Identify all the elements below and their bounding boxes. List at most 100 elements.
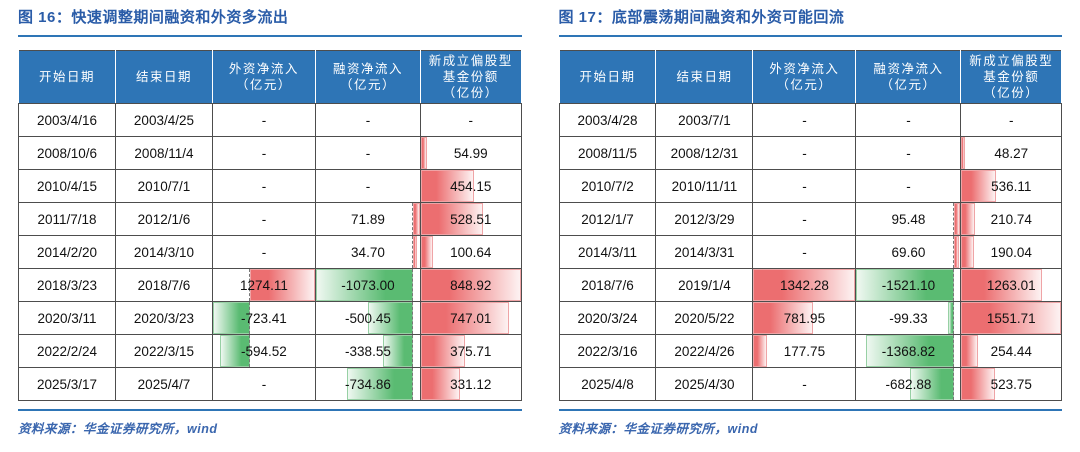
cell-value: 34.70 [351,244,385,260]
start-date-cell: 2008/10/6 [18,136,116,170]
report-figures-row: 图 16：快速调整期间融资和外资多流出 开始日期 结束日期 外资净流入 （亿元）… [18,9,1062,436]
start-date-cell: 2003/4/16 [18,103,116,137]
end-date-cell: 2010/11/11 [655,169,754,203]
value-cell: - [960,103,1062,137]
positive-databar [954,236,959,268]
positive-databar [961,236,974,268]
positive-databar [413,203,420,235]
bottom-rule [558,409,1062,411]
cell-value: 69.60 [891,244,926,260]
table-row: 2008/10/6 2008/11/4 - - 54.99 [18,136,522,170]
cell-value: - [365,112,371,128]
databar-axis-line [953,203,955,235]
cell-value: - [261,112,267,128]
end-date-cell: 2025/4/30 [655,367,754,401]
cell-value: 781.95 [783,310,826,326]
value-cell: 254.44 [960,334,1062,368]
table-row: 2012/1/7 2012/3/29 - 95.48 210.74 [558,202,1062,236]
cell-value: - [906,112,911,128]
end-date-cell: 2019/1/4 [655,268,754,302]
negative-databar [316,269,414,301]
table-row: 2022/3/16 2022/4/26 177.75 -1368.82 254.44 [558,334,1062,368]
cell-value: 95.48 [891,211,926,227]
cell-value: - [906,178,911,194]
positive-databar [961,170,996,202]
figure-17-title: 图 17：底部震荡期间融资和外资可能回流 [558,9,845,26]
positive-databar [954,203,960,235]
start-date-cell: 2020/3/24 [558,301,657,335]
table-row: 2014/2/20 2014/3/10 - 34.70 100.64 [18,235,522,269]
header-row: 开始日期 结束日期 外资净流入 （亿元） 融资净流入 （亿元） 新成立偏股型 基… [18,50,522,104]
value-cell: 528.51 [419,202,522,236]
cell-value: 523.75 [990,376,1032,392]
table-row: 2010/7/2 2010/11/11 - - 536.11 [558,169,1062,203]
cell-value: - [261,211,267,227]
start-date-cell: 2022/2/24 [18,334,116,368]
cell-value: - [802,244,807,260]
value-cell: -1521.10 [855,268,962,302]
end-date-cell: 2014/3/10 [114,235,213,269]
value-cell: 781.95 [752,301,857,335]
table-head: 开始日期 结束日期 外资净流入 （亿元） 融资净流入 （亿元） 新成立偏股型 基… [558,50,1062,104]
value-cell: 1342.28 [752,268,857,302]
cell-value: -99.33 [889,310,928,326]
table-row: 2011/7/18 2012/1/6 - 71.89 528.51 [18,202,522,236]
positive-databar [961,302,1061,334]
value-cell: - [855,103,962,137]
start-date-cell: 2014/2/20 [18,235,116,269]
col-header-start-date: 开始日期 [18,50,116,104]
value-cell: 454.15 [419,169,522,203]
cell-value: - [1008,112,1014,128]
value-cell: - [211,367,316,401]
negative-databar [213,302,250,334]
figure-17-table: 开始日期 结束日期 外资净流入 （亿元） 融资净流入 （亿元） 新成立偏股型 基… [558,50,1062,401]
positive-databar [961,335,978,367]
value-cell: - [855,169,962,203]
cell-value: - [802,178,807,194]
cell-value: - [802,376,807,392]
databar-axis-line [412,236,414,268]
table-row: 2010/4/15 2010/7/1 - - 454.15 [18,169,522,203]
table-row: 2022/2/24 2022/3/15 -594.52 -338.55 375.71 [18,334,522,368]
value-cell: -99.33 [855,301,962,335]
cell-value: 536.11 [991,178,1032,194]
positive-databar [421,269,521,301]
negative-databar [856,269,955,301]
end-date-cell: 2008/11/4 [114,136,213,170]
table-row: 2003/4/28 2003/7/1 - - - [558,103,1062,137]
positive-databar [421,170,475,202]
start-date-cell: 2018/3/23 [18,268,116,302]
positive-databar [961,203,975,235]
positive-databar [421,335,465,367]
start-date-cell: 2011/7/18 [18,202,116,236]
cell-value: -682.88 [885,376,932,392]
value-cell: 34.70 [314,235,421,269]
databar-axis-line [412,269,414,301]
cell-value: - [906,145,911,161]
start-date-cell: 2010/4/15 [18,169,116,203]
value-cell: -734.86 [314,367,421,401]
databar-axis-line [412,203,414,235]
end-date-cell: 2010/7/1 [114,169,213,203]
cell-value: - [802,112,807,128]
value-cell: - [752,103,857,137]
table-body: 2003/4/28 2003/7/1 - - - 2008/11/5 2008/12/31 -… [558,103,1062,401]
start-date-cell: 2018/7/6 [558,268,657,302]
value-cell: -1368.82 [855,334,962,368]
value-cell: 54.99 [419,136,522,170]
cell-value: 1342.28 [780,277,829,293]
value-cell: - [752,202,857,236]
value-cell: - [211,136,316,170]
cell-value: 848.92 [450,277,492,293]
table-row: 2014/3/11 2014/3/31 - 69.60 190.04 [558,235,1062,269]
positive-databar [753,302,813,334]
end-date-cell: 2014/3/31 [655,235,754,269]
databar-axis-line [248,269,250,301]
col-header-end-date: 结束日期 [114,50,213,104]
value-cell: -682.88 [855,367,962,401]
positive-databar [413,236,417,268]
value-cell: 1263.01 [960,268,1062,302]
value-cell: 48.27 [960,136,1062,170]
cell-value: -723.41 [241,310,287,326]
cell-value: -500.45 [345,310,391,326]
